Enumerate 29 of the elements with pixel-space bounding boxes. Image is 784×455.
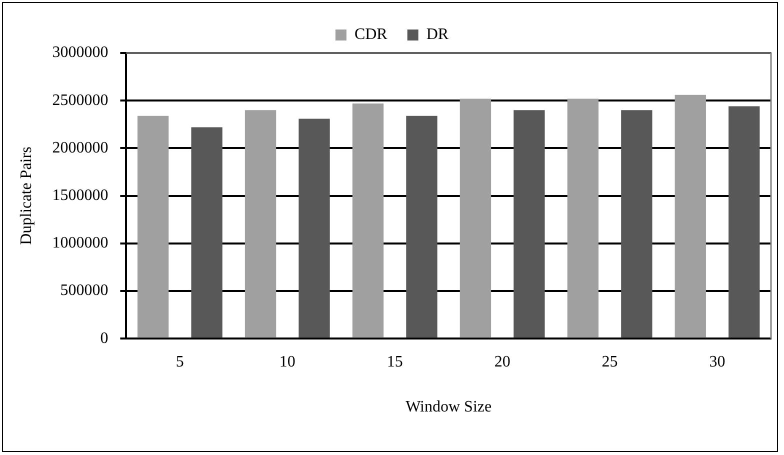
bar <box>674 94 706 338</box>
legend-label: DR <box>426 26 449 44</box>
x-tick-label: 20 <box>494 353 510 370</box>
legend-label: CDR <box>354 26 388 44</box>
bar <box>244 110 276 338</box>
bar <box>352 103 384 338</box>
bar <box>728 106 760 338</box>
y-tick-label: 500000 <box>60 282 108 300</box>
bar <box>460 98 492 338</box>
bar <box>621 110 652 338</box>
y-tick-label: 2500000 <box>52 92 108 109</box>
bar <box>298 118 330 338</box>
x-tick-label: 10 <box>279 353 296 370</box>
bar <box>137 116 169 338</box>
y-axis-title: Duplicate Pairs <box>18 146 35 245</box>
y-tick-label: 1500000 <box>52 187 108 204</box>
x-tick-label: 30 <box>709 353 726 370</box>
x-tick-label: 5 <box>176 353 184 370</box>
x-axis-title: Window Size <box>406 398 492 416</box>
bar <box>406 116 438 338</box>
y-tick-label: 1000000 <box>52 234 108 252</box>
y-tick-label: 0 <box>100 330 108 347</box>
x-tick-label: 15 <box>386 353 403 370</box>
y-tick-label: 2000000 <box>52 139 108 156</box>
bar <box>567 98 599 338</box>
bar <box>191 127 222 338</box>
y-tick-label: 3000000 <box>52 44 108 62</box>
x-tick-label: 25 <box>602 353 618 370</box>
bar <box>514 110 545 338</box>
